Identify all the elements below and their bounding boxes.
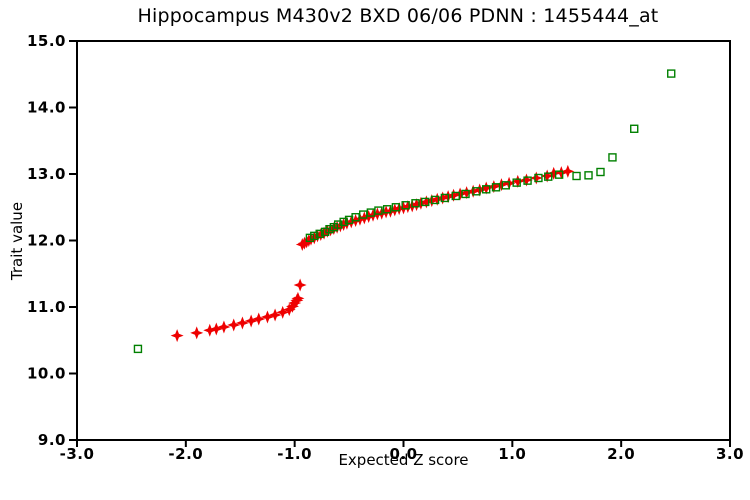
red-diamond-point <box>447 188 461 202</box>
y-axis-tick-label: 15.0 <box>27 32 66 50</box>
green-square-point <box>325 224 334 234</box>
green-square-point <box>523 176 532 185</box>
green-square-point <box>320 227 330 237</box>
y-axis-tick-label: 9.0 <box>38 431 66 449</box>
green-square-point <box>430 195 440 205</box>
red-diamond-point <box>410 198 424 212</box>
green-square-point <box>472 187 481 196</box>
red-diamond-point <box>307 231 321 245</box>
red-diamond-point <box>227 318 241 332</box>
chart-title: Hippocampus M430v2 BXD 06/06 PDNN : 1455… <box>137 5 659 27</box>
red-diamond-point <box>244 314 258 328</box>
red-diamond-point <box>276 305 290 319</box>
green-square-point <box>608 153 617 162</box>
red-diamond-point <box>353 212 367 226</box>
red-diamond-point <box>388 203 402 217</box>
red-diamond-point <box>554 166 568 180</box>
red-diamond-point <box>419 195 433 209</box>
green-square-point <box>667 69 676 78</box>
red-diamond-point <box>190 326 204 340</box>
green-square-point <box>133 344 143 354</box>
red-diamond-point <box>260 310 274 324</box>
green-square-point <box>305 233 315 243</box>
red-diamond-point <box>268 308 282 322</box>
red-diamond-point <box>414 196 428 210</box>
y-axis-tick-label: 14.0 <box>27 99 66 117</box>
red-diamond-point <box>453 187 467 201</box>
green-square-point <box>630 124 639 133</box>
x-axis-tick-label: 0.0 <box>389 445 417 463</box>
green-square-point <box>374 206 383 215</box>
green-square-point <box>572 171 581 181</box>
red-diamond-point <box>430 192 444 206</box>
red-diamond-point <box>487 180 501 194</box>
green-square-point <box>440 193 450 203</box>
red-diamond-point <box>344 215 358 229</box>
x-axis-tick-label: -3.0 <box>60 445 95 463</box>
green-square-point <box>501 181 511 190</box>
red-diamond-point <box>511 174 525 188</box>
green-square-point <box>596 167 605 177</box>
red-diamond-point <box>293 278 307 292</box>
red-diamond-point <box>397 201 410 215</box>
red-diamond-point <box>170 329 184 343</box>
red-diamond-point <box>285 299 299 313</box>
x-axis-tick-label: -2.0 <box>168 445 203 463</box>
green-square-point <box>401 201 410 210</box>
y-axis-tick-label: 13.0 <box>27 165 66 183</box>
red-diamond-point <box>366 208 380 222</box>
red-diamond-point <box>519 173 533 187</box>
x-axis-tick-label: -1.0 <box>277 445 312 463</box>
green-square-point <box>461 189 470 199</box>
green-square-point <box>339 217 348 227</box>
green-square-point <box>482 185 491 194</box>
green-square-point <box>411 199 420 208</box>
red-diamond-point <box>547 166 561 180</box>
red-diamond-point <box>460 186 474 200</box>
green-square-point <box>315 229 324 239</box>
x-axis-tick-label: 3.0 <box>716 445 744 463</box>
red-diamond-point <box>327 222 341 236</box>
red-diamond-point <box>494 178 508 192</box>
red-diamond-point <box>203 323 217 337</box>
red-diamond-point <box>288 296 302 310</box>
green-square-point <box>451 191 460 201</box>
green-square-point <box>544 172 553 181</box>
green-square-point <box>382 205 392 214</box>
green-square-point <box>512 178 521 187</box>
red-diamond-point <box>282 303 296 317</box>
red-diamond-point <box>337 218 351 232</box>
red-diamond-point <box>529 171 543 185</box>
red-diamond-point <box>479 181 493 195</box>
green-square-point <box>391 203 401 212</box>
red-diamond-point <box>235 316 249 330</box>
green-square-point <box>534 173 543 183</box>
y-axis-tick-label: 11.0 <box>27 298 66 316</box>
green-square-point <box>310 231 319 241</box>
red-diamond-point <box>209 322 223 336</box>
red-diamond-point <box>561 164 575 178</box>
green-square-point <box>491 183 501 192</box>
red-diamond-point <box>320 224 334 238</box>
green-square-point <box>329 222 339 232</box>
green-square-point <box>334 220 343 229</box>
red-diamond-point <box>436 191 450 205</box>
x-axis-tick-label: 1.0 <box>498 445 526 463</box>
green-square-point <box>584 171 593 180</box>
red-diamond-point <box>291 291 305 305</box>
red-diamond-point <box>317 226 331 240</box>
red-diamond-point <box>314 228 328 242</box>
x-axis-label: Expected Z score <box>338 451 469 469</box>
x-axis-tick-label: 2.0 <box>607 445 635 463</box>
green-square-point <box>554 170 564 179</box>
red-diamond-point <box>540 169 554 183</box>
y-axis-tick-label: 10.0 <box>27 365 66 383</box>
red-diamond-point <box>217 320 231 334</box>
red-diamond-point <box>252 312 266 326</box>
y-axis-tick-label: 12.0 <box>27 232 66 250</box>
green-square-point <box>421 197 430 207</box>
plot-frame <box>76 40 731 441</box>
